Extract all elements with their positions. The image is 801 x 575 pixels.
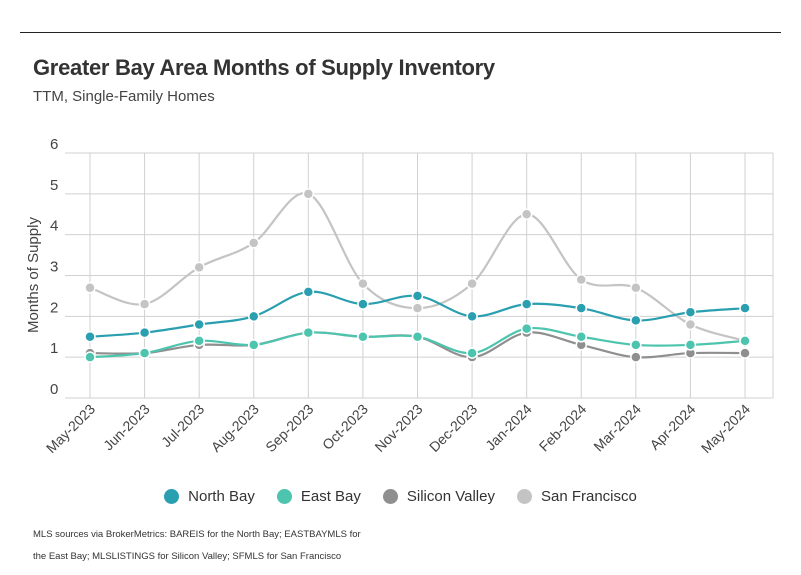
data-point-north-bay [630, 314, 642, 327]
data-point-north-bay [138, 326, 151, 339]
data-point-north-bay [302, 286, 315, 298]
data-point-north-bay [248, 310, 260, 323]
data-point-east-bay [138, 347, 151, 359]
data-point-san-francisco [630, 282, 642, 294]
legend-item-san-francisco: San Francisco [516, 488, 637, 505]
data-point-san-francisco [575, 273, 587, 286]
data-point-silicon-valley [739, 347, 751, 359]
x-tick-label: Jul-2023 [158, 401, 207, 450]
data-point-east-bay [193, 335, 205, 347]
data-point-north-bay [575, 302, 587, 314]
x-tick-label: Oct-2023 [319, 401, 371, 453]
data-point-san-francisco [248, 237, 260, 249]
y-axis-label: Months of Supply [25, 217, 42, 333]
data-point-east-bay [248, 339, 260, 351]
x-tick-label: Jan-2024 [482, 401, 535, 454]
legend-swatch-san-francisco [516, 489, 532, 504]
source-note: MLS sources via BrokerMetrics: BAREIS fo… [33, 529, 361, 562]
y-tick-label: 1 [50, 340, 58, 357]
data-point-silicon-valley [630, 351, 642, 363]
data-point-san-francisco [466, 277, 478, 290]
data-point-north-bay [684, 306, 697, 318]
data-point-north-bay [193, 318, 205, 331]
legend-item-silicon-valley: Silicon Valley [382, 488, 495, 505]
data-point-san-francisco [357, 277, 369, 290]
data-point-east-bay [302, 326, 315, 339]
data-point-san-francisco [193, 261, 205, 274]
data-point-north-bay [357, 298, 369, 310]
data-point-san-francisco [302, 188, 315, 200]
legend-item-north-bay: North Bay [164, 488, 255, 505]
legend-label-north-bay: North Bay [188, 488, 255, 505]
data-point-east-bay [575, 331, 587, 343]
x-tick-label: Apr-2024 [646, 401, 698, 453]
data-point-san-francisco [520, 208, 533, 220]
x-tick-label: Feb-2024 [536, 401, 590, 455]
data-point-north-bay [466, 310, 478, 323]
y-tick-label: 6 [50, 136, 58, 153]
data-point-east-bay [411, 331, 424, 343]
data-point-north-bay [411, 290, 424, 302]
data-point-east-bay [630, 339, 642, 351]
legend-swatch-north-bay [164, 489, 180, 504]
chart-subtitle: TTM, Single-Family Homes [33, 88, 215, 105]
legend-item-east-bay: East Bay [276, 488, 361, 505]
data-point-san-francisco [84, 282, 96, 294]
x-tick-label: May-2023 [43, 401, 98, 456]
data-point-east-bay [520, 322, 533, 335]
data-point-east-bay [466, 347, 478, 359]
x-tick-label: Sep-2023 [262, 401, 316, 455]
data-point-north-bay [520, 298, 533, 310]
data-point-east-bay [84, 351, 96, 363]
data-point-san-francisco [138, 298, 151, 310]
x-tick-label: Nov-2023 [371, 401, 425, 455]
y-tick-label: 3 [50, 259, 58, 276]
x-tick-label: May-2024 [698, 401, 753, 456]
x-tick-label: Mar-2024 [590, 401, 644, 455]
legend-swatch-silicon-valley [382, 489, 398, 504]
data-point-east-bay [739, 335, 751, 347]
data-point-east-bay [357, 331, 369, 343]
y-tick-label: 2 [50, 299, 58, 316]
legend-label-san-francisco: San Francisco [540, 488, 637, 505]
chart-legend: North Bay East Bay Silicon Valley San Franc… [0, 488, 801, 505]
legend-label-east-bay: East Bay [300, 488, 361, 505]
y-tick-label: 4 [50, 218, 58, 235]
x-tick-label: Aug-2023 [208, 401, 262, 455]
y-tick-label: 5 [50, 177, 58, 194]
legend-label-silicon-valley: Silicon Valley [406, 488, 495, 505]
data-point-east-bay [684, 339, 697, 351]
data-point-san-francisco [684, 318, 697, 331]
data-point-north-bay [739, 302, 751, 314]
data-point-san-francisco [411, 302, 424, 314]
x-tick-label: Jun-2023 [100, 401, 153, 454]
y-tick-label: 0 [50, 381, 58, 398]
x-tick-label: Dec-2023 [426, 401, 480, 455]
legend-swatch-east-bay [276, 489, 292, 504]
data-point-north-bay [84, 331, 96, 343]
chart-title: Greater Bay Area Months of Supply Invent… [33, 55, 495, 80]
chart-frame [20, 32, 781, 568]
